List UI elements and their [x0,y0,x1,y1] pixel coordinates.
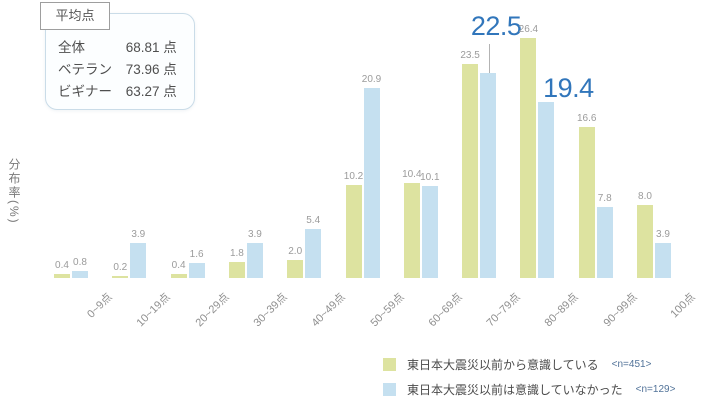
value-label-s1-c4: 5.4 [306,214,321,226]
value-label-emphasized-19.4: 19.4 [543,72,594,103]
legend: 東日本大震災以前から意識している <n=451> 東日本大震災以前は意識していな… [383,352,675,402]
bar-series1-cat5 [363,88,380,278]
legend-sample-size-aware-before: <n=451> [611,359,652,370]
x-axis-label-8: 80~89点 [542,291,581,330]
x-axis-label-5: 50~59点 [367,291,407,330]
x-axis-label-10: 100点 [668,291,698,321]
legend-item-not-aware-before: 東日本大震災以前は意識していなかった <n=129> [383,377,675,402]
bar-series0-cat2 [170,274,187,278]
bar-series1-cat1 [130,242,147,278]
bar-series1-cat6 [421,186,438,278]
bar-series1-cat9 [596,207,613,278]
value-label-s0-c0: 0.4 [55,260,69,272]
average-row-label: 全体 [58,40,85,55]
y-axis-label: 分布率(%) [7,158,21,225]
average-row-label: ビギナー [58,84,112,99]
x-axis-label-6: 60~69点 [426,291,465,330]
value-label-s1-c3: 3.9 [247,228,262,240]
value-label-s0-c3: 1.8 [229,247,244,259]
average-row-value: 63.27 点 [125,84,177,99]
value-label-s0-c8: 26.4 [518,24,539,36]
value-label-s0-c5: 10.2 [343,171,364,183]
x-axis-label-4: 40~49点 [309,291,348,330]
legend-label-not-aware-before: 東日本大震災以前は意識していなかった [407,383,623,397]
legend-label-aware-before: 東日本大震災以前から意識している [407,358,599,372]
value-label-s0-c9: 16.6 [576,113,597,125]
average-row-label: ベテラン [58,62,112,77]
leader-line-22.5 [489,44,491,74]
x-axis-label-0: 0~9点 [85,291,115,321]
bar-series1-cat10 [655,242,671,278]
average-row-value: 68.81 点 [125,40,177,55]
bar-series0-cat5 [345,185,362,278]
value-label-s1-c2: 1.6 [189,249,204,261]
x-axis-label-1: 10~19点 [134,291,173,330]
bar-series1-cat4 [305,228,322,278]
value-label-s1-c6: 10.1 [420,172,440,184]
average-score-panel: 全体 68.81 点 ベテラン 73.96 点 ビギナー 63.27 点 [45,13,195,110]
bar-series1-cat0 [72,270,88,278]
average-row-veteran: ベテラン 73.96 点 [58,59,194,81]
value-label-s1-c1: 3.9 [131,228,146,240]
legend-swatch-green [383,358,396,371]
value-label-s1-c0: 0.8 [73,256,87,268]
bar-series0-cat6 [403,183,420,278]
value-label-s0-c1: 0.2 [113,262,128,274]
average-score-panel-title: 平均点 [40,2,110,30]
bar-series0-cat0 [54,274,70,278]
x-axis-label-3: 30~39点 [251,291,290,330]
value-label-s1-c5: 20.9 [361,74,382,86]
bar-series1-cat3 [246,242,263,278]
bar-series1-cat8 [538,101,555,278]
bar-series0-cat4 [287,259,304,278]
bar-series0-cat3 [228,261,245,278]
bar-series0-cat1 [112,276,129,278]
bar-series0-cat7 [462,64,479,278]
value-label-s0-c7: 23.5 [460,50,480,62]
x-axis-label-2: 20~29点 [193,291,232,330]
average-row-value: 73.96 点 [125,62,177,77]
bar-series0-cat8 [520,38,537,278]
value-label-emphasized-22.5: 22.5 [470,11,522,42]
value-label-s0-c2: 0.4 [171,260,186,272]
legend-swatch-blue [383,383,396,396]
legend-item-aware-before: 東日本大震災以前から意識している <n=451> [383,352,675,377]
average-row-overall: 全体 68.81 点 [58,37,194,59]
value-label-s0-c6: 10.4 [402,169,422,181]
legend-sample-size-not-aware-before: <n=129> [635,384,676,395]
average-row-beginner: ビギナー 63.27 点 [58,81,194,103]
value-label-s0-c4: 2.0 [288,245,303,257]
bar-series1-cat7 [480,73,497,278]
x-axis-label-7: 70~79点 [484,291,523,330]
bar-series0-cat10 [637,205,653,278]
x-axis-label-9: 90~99点 [601,291,640,330]
value-label-s1-c9: 7.8 [597,193,612,205]
bar-series0-cat9 [578,127,595,278]
value-label-s1-c10: 3.9 [656,228,670,240]
value-label-s0-c10: 8.0 [638,191,652,203]
bar-series1-cat2 [188,263,205,278]
